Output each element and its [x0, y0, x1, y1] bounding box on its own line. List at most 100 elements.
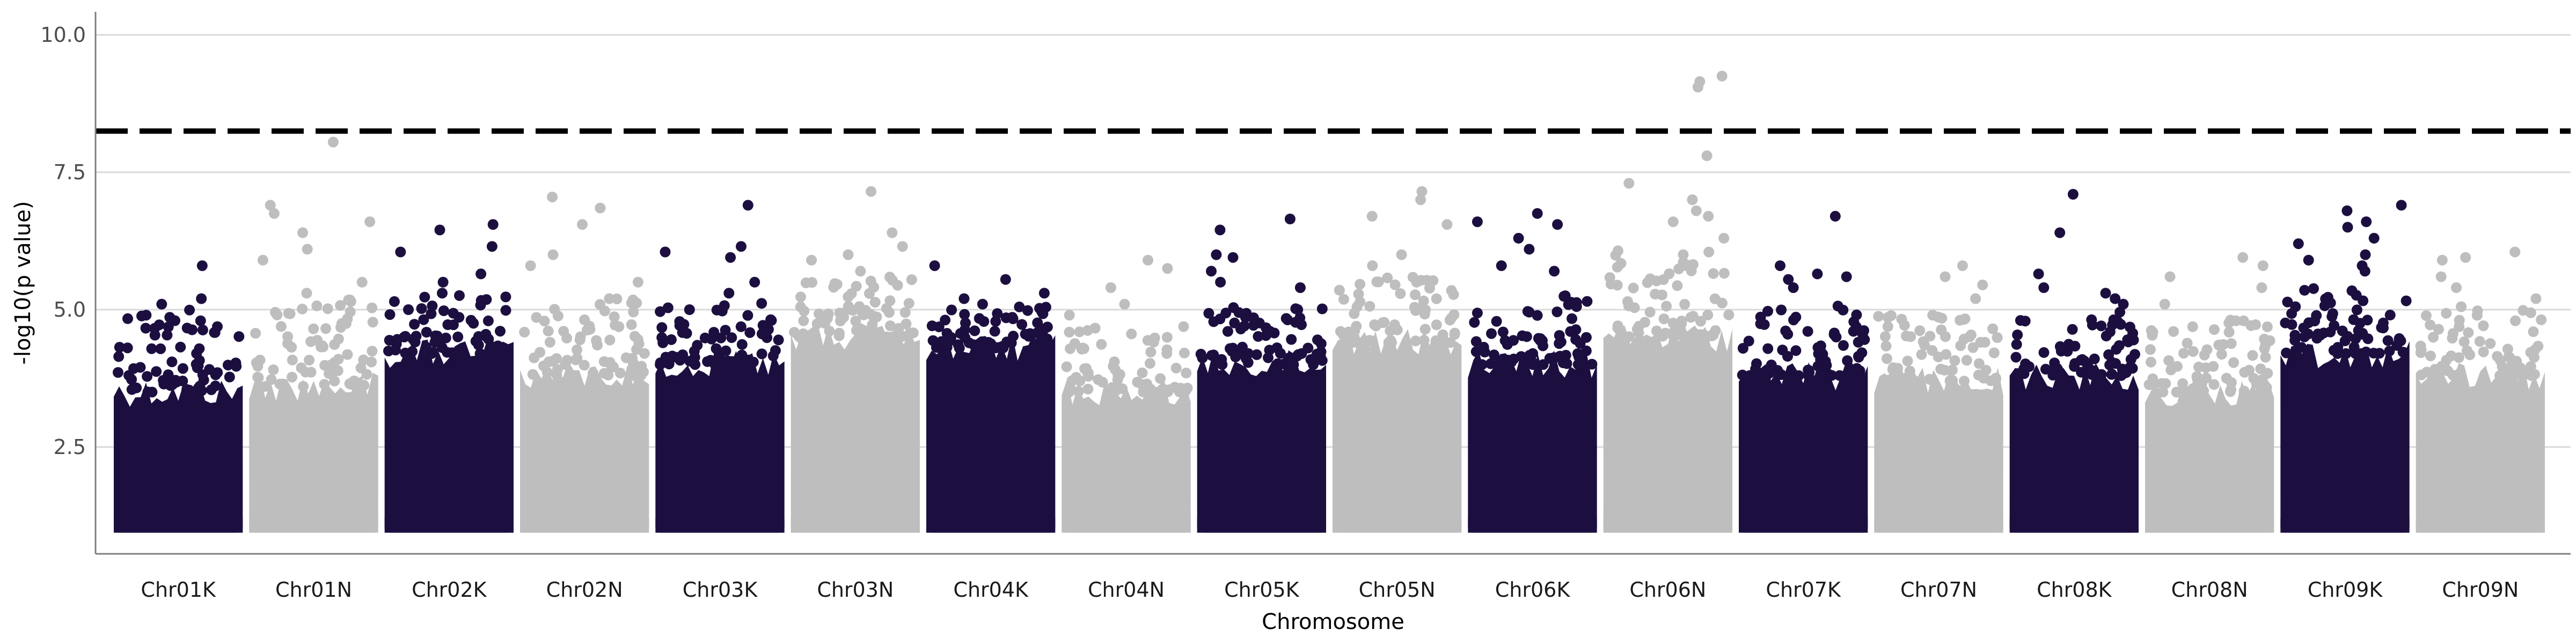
- snp-point: [1419, 324, 1431, 335]
- snp-point: [2010, 352, 2022, 363]
- peak-point: [2256, 282, 2267, 293]
- snp-point: [736, 339, 748, 350]
- peak-point: [660, 246, 671, 258]
- snp-point: [2228, 357, 2239, 368]
- snp-point: [1096, 339, 1107, 350]
- snp-point: [2415, 347, 2426, 358]
- snp-point: [655, 306, 666, 317]
- snp-point: [1580, 345, 1592, 356]
- peak-point: [1532, 208, 1543, 219]
- snp-point: [319, 379, 330, 390]
- point-band-base: [2280, 513, 2410, 533]
- snp-point: [1294, 312, 1306, 324]
- snp-point: [2290, 301, 2301, 312]
- peak-point: [2067, 189, 2079, 200]
- snp-point: [1486, 328, 1497, 339]
- snp-point: [2108, 314, 2119, 325]
- snp-point: [275, 321, 287, 332]
- snp-point: [418, 314, 429, 325]
- peak-point: [1783, 274, 1794, 285]
- peak-point: [2342, 222, 2353, 233]
- snp-point: [1612, 261, 1623, 273]
- peak-point: [958, 293, 970, 304]
- snp-point: [626, 297, 637, 309]
- snp-point: [224, 371, 235, 383]
- snp-point: [1883, 375, 1894, 386]
- snp-point: [1973, 369, 1984, 380]
- snp-point: [1382, 272, 1393, 283]
- x-tick-label: Chr08K: [2037, 578, 2112, 602]
- snp-point: [162, 330, 173, 341]
- snp-point: [662, 352, 673, 363]
- snp-point: [2536, 314, 2547, 325]
- point-band-Chr07K: [1739, 361, 1868, 533]
- snp-point: [1141, 384, 1153, 395]
- point-band-Chr05K: [1197, 350, 1326, 533]
- snp-point: [427, 301, 438, 311]
- peak-point: [1940, 271, 1951, 282]
- x-tick-label: Chr05K: [1224, 578, 1300, 602]
- snp-point: [1073, 386, 1084, 397]
- peak-point: [2368, 232, 2380, 244]
- snp-point: [1064, 386, 1075, 398]
- peak-point: [2460, 252, 2471, 263]
- snp-point: [2015, 315, 2026, 326]
- snp-point: [665, 334, 677, 345]
- snp-point: [2382, 335, 2394, 346]
- snp-point: [2434, 369, 2445, 380]
- point-band-base: [249, 513, 378, 533]
- snp-point: [656, 332, 668, 343]
- snp-point: [113, 351, 125, 362]
- snp-point: [1499, 335, 1511, 346]
- snp-point: [1222, 326, 1233, 337]
- snp-point: [328, 366, 340, 377]
- snp-point: [142, 371, 153, 382]
- snp-point: [1022, 305, 1033, 316]
- snp-point: [1251, 349, 1262, 360]
- snp-point: [1572, 359, 1584, 370]
- snp-point: [1516, 351, 1527, 362]
- point-band-Chr03K: [655, 350, 785, 533]
- peak-point: [1038, 288, 1050, 299]
- peak-point: [1064, 310, 1075, 321]
- snp-point: [1886, 310, 1897, 321]
- snp-point: [2533, 341, 2544, 352]
- point-band-base: [2416, 513, 2545, 533]
- peak-point: [141, 310, 152, 321]
- snp-point: [1527, 359, 1539, 370]
- snp-point: [2187, 321, 2198, 332]
- snp-point: [735, 321, 747, 332]
- peak-point: [2118, 298, 2129, 310]
- snp-point: [2143, 379, 2155, 390]
- x-tick-label: Chr02N: [546, 578, 623, 602]
- snp-point: [1182, 383, 1193, 394]
- snp-point: [1761, 369, 1773, 380]
- peak-point: [977, 298, 988, 310]
- snp-point: [838, 312, 850, 323]
- snp-point: [1126, 328, 1137, 340]
- snp-point: [1272, 358, 1283, 369]
- snp-point: [1074, 326, 1085, 338]
- snp-point: [497, 348, 509, 359]
- peak-point: [1284, 214, 1296, 224]
- snp-point: [2502, 343, 2513, 355]
- peak-point: [887, 227, 898, 238]
- peak-point: [806, 254, 817, 266]
- y-tick-label: 5.0: [54, 298, 86, 321]
- peak-point: [1775, 260, 1785, 272]
- snp-point: [1702, 309, 1714, 320]
- snp-point: [2401, 295, 2412, 306]
- point-band-Chr09N: [2416, 362, 2545, 533]
- peak-point: [525, 260, 536, 272]
- snp-point: [2051, 363, 2062, 374]
- snp-point: [2208, 324, 2220, 335]
- snp-point: [842, 304, 853, 315]
- y-axis-title: -log10(p value): [11, 201, 35, 365]
- snp-point: [335, 322, 346, 333]
- snp-point: [2478, 320, 2489, 331]
- snp-point: [1904, 365, 1915, 377]
- snp-point: [1355, 279, 1366, 290]
- snp-point: [2348, 341, 2360, 353]
- snp-point: [448, 319, 459, 331]
- snp-point: [1275, 348, 1286, 359]
